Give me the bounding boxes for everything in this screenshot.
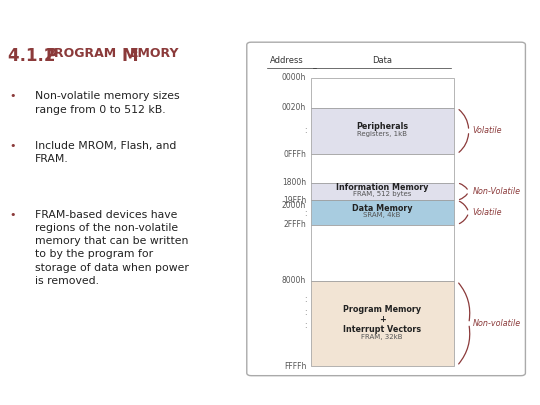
Text: :: : [303,295,306,304]
Text: 0000h: 0000h [282,73,306,82]
Text: FRAM, 32kB: FRAM, 32kB [361,334,403,339]
Bar [310,108,454,154]
Text: :: : [303,321,306,330]
Text: :: : [303,209,306,217]
Bar [310,200,454,225]
Text: M: M [122,47,138,65]
Text: +: + [379,315,386,324]
Text: SRAM, 4kB: SRAM, 4kB [363,212,401,218]
Text: Non-volatile: Non-volatile [472,319,521,328]
Text: Program Memory: Program Memory [343,305,421,313]
Text: •: • [10,141,16,151]
Text: •: • [10,91,16,101]
Text: Information Memory: Information Memory [336,183,428,192]
Text: Interrupt Vectors: Interrupt Vectors [343,325,421,334]
Text: Volatile: Volatile [472,126,502,135]
Text: FFFFh: FFFFh [284,362,306,371]
Text: •: • [10,210,16,220]
Text: EMORY: EMORY [130,47,180,60]
Bar [310,225,454,281]
Text: :: : [303,308,306,317]
Bar [310,154,454,183]
Text: FRAM, 512 bytes: FRAM, 512 bytes [353,191,411,197]
Text: 2FFFh: 2FFFh [284,220,306,229]
Bar [310,78,454,108]
Text: 0FFFh: 0FFFh [284,149,306,158]
Text: FRAM-based devices have
regions of the non-volatile
memory that can be written
t: FRAM-based devices have regions of the n… [35,210,189,286]
Text: Peripherals: Peripherals [356,122,408,131]
Text: :: : [303,126,306,135]
Text: P: P [46,47,58,65]
Text: Data: Data [372,56,392,65]
Text: Address: Address [270,56,303,65]
Text: Volatile: Volatile [472,208,502,217]
Text: 8000h: 8000h [282,277,306,286]
Text: ROGRAM: ROGRAM [54,47,120,60]
Text: 1800h: 1800h [282,178,306,188]
Text: Data Memory: Data Memory [352,204,413,213]
FancyBboxPatch shape [247,42,525,376]
Text: 4.1    MSP430 Hardware Overview: 4.1 MSP430 Hardware Overview [358,388,524,398]
Text: 19FFh: 19FFh [283,196,306,205]
Text: CH. 4: THE MSP430: CH. 4: THE MSP430 [10,13,154,26]
Text: Non-Volatile: Non-Volatile [472,187,521,196]
Text: Include MROM, Flash, and
FRAM.: Include MROM, Flash, and FRAM. [35,141,177,164]
Text: 2000h: 2000h [282,201,306,211]
Text: 0020h: 0020h [282,103,306,112]
Text: Registers, 1kB: Registers, 1kB [357,131,407,136]
Text: Non-volatile memory sizes
range from 0 to 512 kB.: Non-volatile memory sizes range from 0 t… [35,91,180,115]
Text: 4.1.2: 4.1.2 [8,47,62,65]
Bar [310,281,454,366]
Bar [310,183,454,200]
